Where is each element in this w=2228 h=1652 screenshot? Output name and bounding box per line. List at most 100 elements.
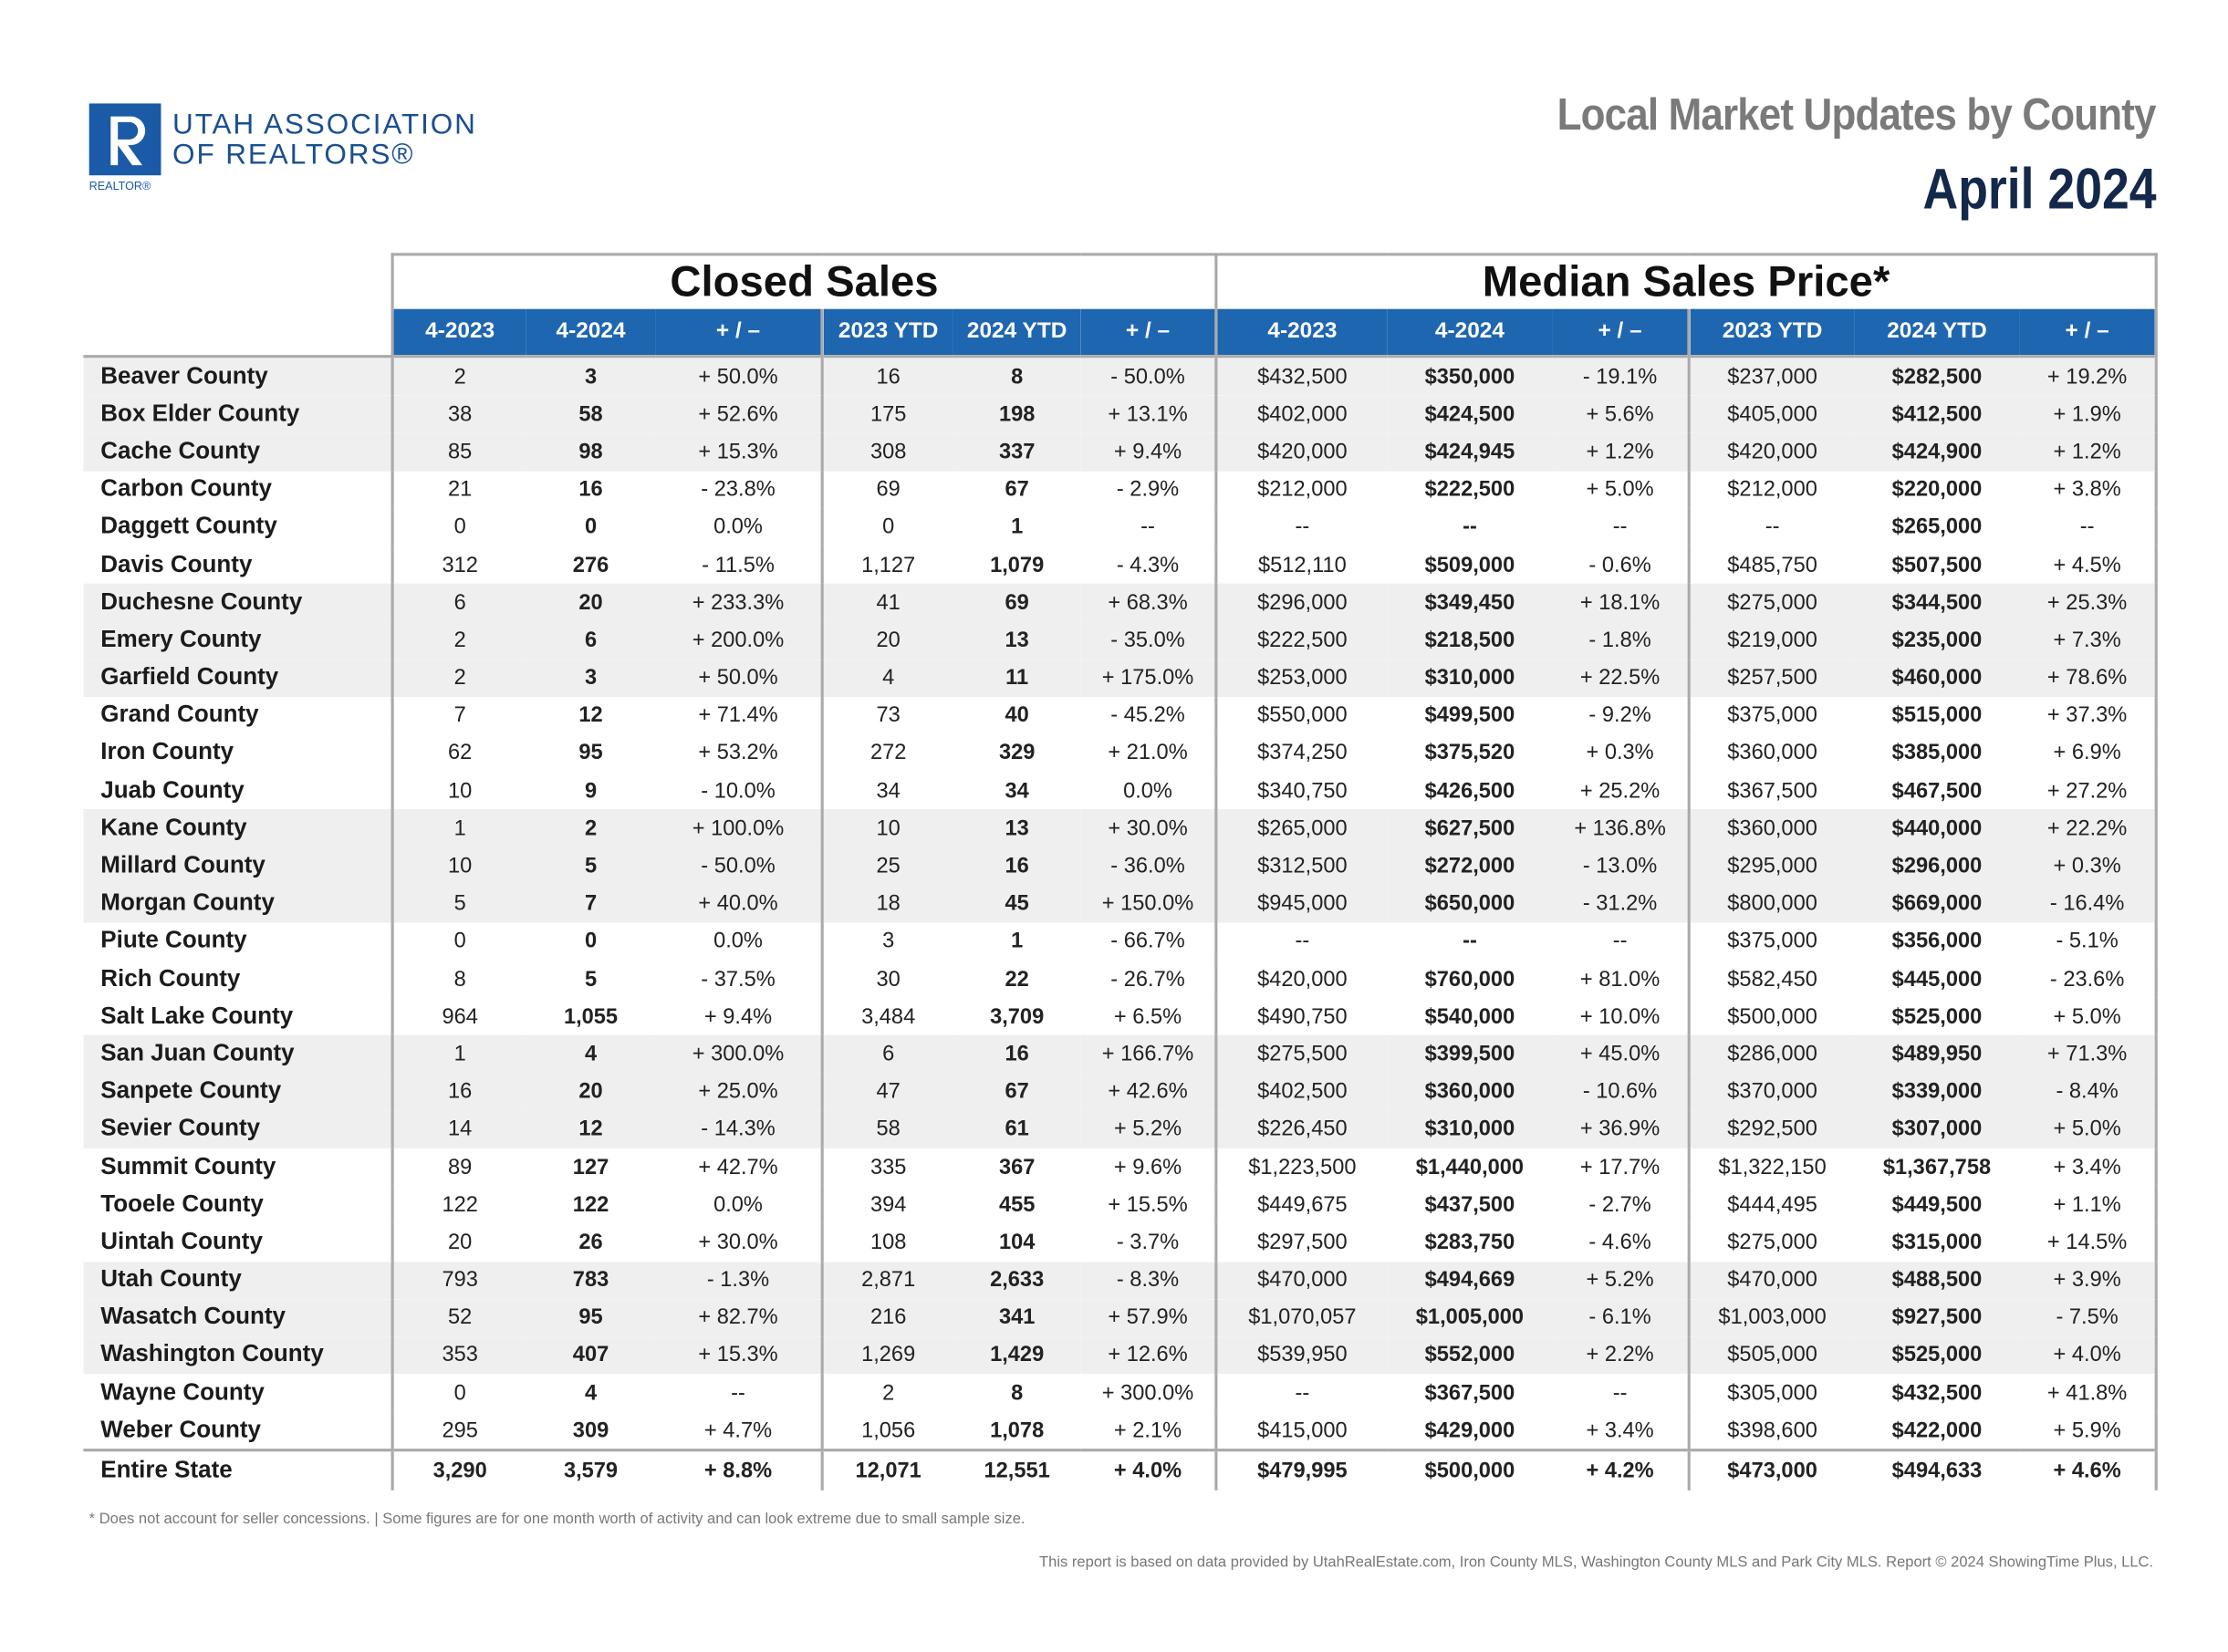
data-cell: $525,000	[1854, 1336, 2020, 1375]
data-cell: 1,079	[990, 552, 1045, 577]
county-row: Wayne County 0 4 -- 2 8 + 300.0% -- $367,500 -- $3…	[83, 1374, 2158, 1412]
data-cell: + 4.0%	[2019, 1336, 2158, 1375]
group-title: Closed Sales	[390, 253, 1218, 309]
data-cell: - 8.3%	[1080, 1261, 1216, 1299]
data-cell: $488,500	[1854, 1261, 2020, 1299]
total-cell: $473,000	[1687, 1449, 1855, 1491]
data-cell: 329	[998, 741, 1036, 765]
data-cell: + 52.6%	[655, 395, 823, 433]
county-name: Sevier County	[83, 1110, 393, 1148]
data-cell: 122	[390, 1185, 526, 1224]
data-cell: + 10.0%	[1579, 1003, 1661, 1029]
data-cell: + 166.7%	[1080, 1034, 1216, 1074]
data-cell: $283,750	[1424, 1230, 1515, 1255]
data-cell: $800,000	[1687, 884, 1855, 923]
data-cell: $286,000	[1687, 1034, 1855, 1074]
data-cell: - 1.8%	[1552, 621, 1690, 660]
data-cell: 12	[578, 702, 603, 728]
logo-box	[88, 103, 161, 176]
data-cell: --	[1140, 514, 1155, 540]
data-cell: 20	[820, 621, 953, 660]
county-row: San Juan County 1 4 + 300.0% 6 16 + 166.7% $275…	[83, 1034, 2158, 1074]
data-cell: $485,750	[1687, 545, 1855, 584]
data-cell: 8	[390, 960, 526, 998]
data-cell: 16	[953, 1034, 1081, 1074]
total-cell: $494,633	[1854, 1449, 2020, 1491]
county-row: Uintah County 20 26 + 30.0% 108 104 - 3.7% $297…	[83, 1223, 2158, 1262]
data-cell: 12	[526, 1110, 656, 1148]
data-cell: + 81.0%	[1579, 966, 1661, 992]
data-cell: + 100.0%	[655, 809, 823, 847]
data-cell: $582,450	[1687, 960, 1855, 998]
data-cell: 4	[820, 659, 953, 697]
data-cell: - 14.3%	[655, 1110, 823, 1148]
county-row: Emery County 2 6 + 200.0% 20 13- 35.0% $222,50…	[83, 621, 2158, 660]
data-cell: 272	[820, 733, 953, 773]
data-cell: 3,709	[990, 1003, 1045, 1029]
data-cell: - 5.1%	[2019, 922, 2158, 961]
total-cell: 3,290	[390, 1449, 526, 1491]
data-cell: $219,000	[1687, 621, 1855, 660]
data-cell: + 2.2%	[1552, 1336, 1690, 1375]
data-cell: - 31.2%	[1552, 884, 1690, 923]
data-cell: + 5.6%	[1552, 395, 1690, 433]
data-cell: - 35.0%	[1080, 621, 1216, 660]
county-name: Duchesne County	[83, 583, 393, 622]
data-cell: + 25.0%	[655, 1073, 823, 1111]
data-cell: $509,000	[1424, 552, 1515, 577]
data-cell: 8	[953, 355, 1081, 396]
data-cell: 13	[953, 621, 1081, 660]
data-cell: - 26.7%	[1110, 966, 1185, 992]
data-cell: $375,000	[1687, 696, 1855, 734]
data-cell: $375,520	[1424, 741, 1515, 765]
data-cell: $257,500	[1687, 659, 1855, 697]
data-cell: 13	[953, 809, 1081, 847]
data-cell: 108	[820, 1223, 953, 1262]
data-cell: 0	[584, 929, 598, 954]
data-cell: $627,500	[1387, 809, 1553, 847]
report-period: April 2024	[1922, 158, 2157, 222]
data-cell: + 0.3%	[2019, 847, 2158, 885]
data-cell: - 9.2%	[1588, 702, 1651, 728]
data-cell: - 1.3%	[655, 1261, 823, 1299]
county-name: San Juan County	[83, 1034, 393, 1074]
county-row: Morgan County 5 7 + 40.0% 18 45 + 150.0% $945,0…	[83, 884, 2158, 923]
county-row: Wasatch County 52 95 + 82.7% 216 341 + 57.9% $1…	[83, 1298, 2158, 1337]
data-cell: $515,000	[1891, 702, 1983, 728]
data-cell: + 7.3%	[2019, 621, 2158, 660]
data-cell: + 9.4%	[1080, 432, 1216, 472]
data-cell: --	[1214, 1374, 1388, 1412]
data-cell: + 5.0%	[1586, 477, 1654, 503]
data-cell: $275,000	[1687, 583, 1855, 622]
county-row: Salt Lake County 964 1,055 + 9.4% 3,484 3,709…	[83, 997, 2158, 1035]
data-cell: 1,055	[563, 1003, 619, 1029]
data-cell: 26	[578, 1230, 603, 1255]
data-cell: $412,500	[1854, 395, 2020, 433]
county-name: Cache County	[83, 432, 393, 472]
data-cell: --	[1612, 1380, 1628, 1406]
data-cell: + 14.5%	[2019, 1223, 2158, 1262]
data-cell: 312	[390, 545, 526, 584]
data-cell: 20	[526, 1073, 656, 1111]
data-cell: 341	[953, 1298, 1081, 1337]
county-name: Weber County	[100, 1417, 262, 1443]
data-cell: 10	[390, 847, 526, 885]
data-cell: - 10.0%	[701, 778, 776, 804]
data-cell: --	[1463, 514, 1477, 540]
data-cell: - 3.7%	[1116, 1230, 1180, 1255]
data-cell: $360,000	[1687, 733, 1855, 773]
data-cell: $470,000	[1214, 1261, 1388, 1299]
data-cell: - 66.7%	[1110, 929, 1185, 954]
data-cell: 16	[953, 847, 1081, 885]
data-cell: - 23.8%	[701, 477, 776, 503]
data-cell: 2,871	[820, 1261, 953, 1299]
data-cell: $494,669	[1387, 1261, 1553, 1299]
county-name: Uintah County	[100, 1228, 263, 1255]
county-name: Juab County	[100, 776, 245, 804]
blank-cell	[83, 309, 392, 357]
data-cell: 0	[390, 508, 526, 546]
data-cell: - 10.6%	[1552, 1073, 1690, 1111]
data-cell: 0	[390, 922, 526, 961]
data-cell: $500,000	[1687, 997, 1855, 1035]
data-cell: $275,000	[1687, 1223, 1855, 1262]
